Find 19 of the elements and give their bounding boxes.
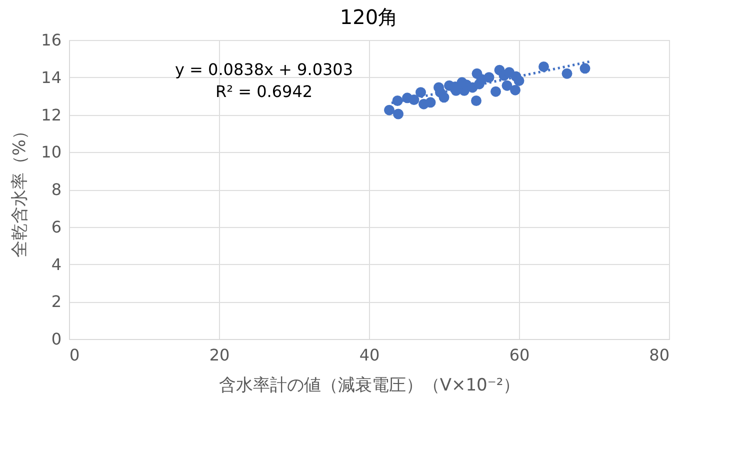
annotation: y = 0.0838x + 9.0303 (174, 60, 354, 79)
x-tick-label: 60 (509, 346, 530, 364)
x-tick-label: 40 (359, 346, 380, 364)
x-tick-label: 80 (649, 346, 670, 364)
y-tick-label: 0 (51, 330, 62, 348)
annotation: R² = 0.6942 (215, 82, 313, 101)
chart-title: 120角 (340, 5, 398, 29)
y-tick-label: 16 (41, 30, 62, 50)
x-tick-label: 20 (209, 346, 230, 364)
x-axis-title: 含水率計の値（減衰電圧）（V×10⁻²） (218, 376, 520, 396)
y-axis-title: 全乾含水率（%） (10, 122, 30, 258)
y-tick-label: 2 (51, 292, 62, 312)
y-tick-label: 10 (41, 142, 62, 162)
y-tick-label: 4 (51, 254, 62, 274)
y-tick-label: 12 (41, 105, 62, 124)
y-tick-label: 6 (51, 217, 62, 236)
x-tick-label: 0 (70, 346, 80, 364)
y-tick-label: 8 (51, 180, 62, 199)
y-tick-label: 14 (41, 68, 62, 87)
